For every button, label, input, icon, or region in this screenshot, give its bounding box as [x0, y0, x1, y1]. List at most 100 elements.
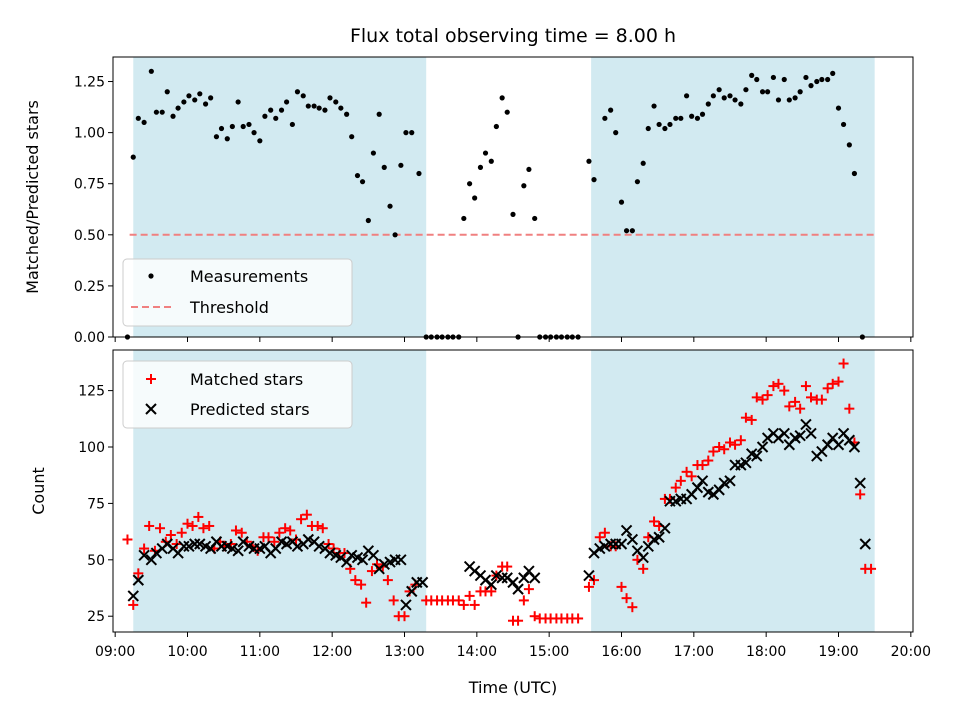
matched-star-marker — [594, 532, 605, 543]
predicted-star-marker — [691, 481, 704, 494]
predicted-marker-b — [848, 441, 861, 453]
plot-frame-top — [112, 56, 914, 338]
measurement-point — [472, 195, 478, 201]
predicted-marker-b — [189, 538, 201, 550]
predicted-marker-b — [132, 574, 145, 586]
predicted-star-marker — [800, 418, 812, 431]
predicted-marker-b — [226, 542, 239, 555]
matched-star-marker — [182, 518, 193, 529]
predicted-star-marker — [740, 457, 752, 469]
predicted-star-marker — [416, 576, 429, 589]
bottom-panel: 25 50 75 100 125 09:00 10:00 11:00 12:00 13:00 14:… — [29, 349, 931, 660]
plot-frame-bottom — [112, 349, 914, 633]
matched-star-marker — [453, 595, 464, 606]
predicted-marker-b — [778, 427, 790, 440]
measurement-point — [754, 76, 760, 83]
measurement-point — [354, 172, 361, 179]
predicted-marker-b — [199, 540, 212, 552]
measurement-point — [689, 113, 695, 119]
predicted-marker-b — [324, 547, 336, 559]
figure-title: Flux total observing time = 8.00 h — [350, 25, 676, 47]
x-tick-label: 20:00 — [891, 644, 931, 660]
y-tick-label: 100 — [78, 440, 105, 456]
measurement-point — [721, 95, 727, 101]
matched-star-marker — [269, 536, 280, 547]
x-tick-label: 10:00 — [167, 644, 207, 660]
measurement-point — [645, 125, 651, 132]
measurement-point — [224, 136, 230, 142]
matched-star-marker — [122, 534, 133, 545]
y-axis-label: Matched/Predicted stars — [23, 100, 42, 294]
predicted-marker-b — [468, 565, 481, 577]
predicted-marker-b — [330, 549, 342, 562]
matched-star-marker — [708, 446, 719, 457]
measurement-point — [461, 215, 467, 222]
measurement-point — [333, 99, 339, 105]
measurement-point — [262, 113, 268, 119]
measurement-point — [130, 154, 136, 160]
predicted-marker-b — [340, 556, 353, 568]
predicted-marker-b — [356, 554, 369, 566]
matched-star-marker — [649, 516, 660, 527]
predicted-marker-b — [854, 477, 866, 489]
x-tick-label: 11:00 — [240, 644, 280, 660]
measurement-point — [170, 113, 176, 119]
measurement-point — [808, 83, 814, 89]
measurement-point — [365, 217, 371, 224]
x-tick-label: 12:00 — [312, 644, 352, 660]
matched-star-marker — [301, 509, 312, 520]
predicted-marker-b — [794, 430, 806, 442]
matched-star-marker — [816, 394, 827, 405]
predicted-star-marker — [615, 538, 628, 550]
measurement-point — [294, 89, 301, 95]
measurement-point — [743, 87, 749, 93]
measurement-point — [608, 107, 614, 113]
legend-top: Measurements Threshold — [122, 258, 353, 327]
measurement-point — [381, 164, 387, 170]
predicted-star-marker — [340, 556, 353, 568]
predicted-star-marker — [848, 441, 861, 453]
predicted-marker-b — [178, 540, 190, 552]
measurement-point — [662, 125, 668, 132]
predicted-marker-b — [127, 590, 139, 602]
predicted-marker-b — [259, 540, 271, 552]
predicted-marker-b — [740, 457, 752, 469]
measurement-point — [510, 211, 516, 217]
measurement-point — [835, 105, 842, 111]
predicted-star-marker — [626, 533, 639, 546]
measurement-point — [770, 74, 776, 81]
matched-star-marker — [795, 403, 806, 414]
matched-star-marker — [204, 520, 215, 531]
predicted-star-marker — [713, 484, 725, 496]
measurement-point — [521, 183, 527, 189]
measurement-point — [175, 105, 181, 111]
measurement-point — [493, 123, 499, 130]
matched-star-marker — [312, 520, 323, 531]
predicted-star-marker — [518, 572, 530, 584]
matched-star-marker — [768, 381, 779, 392]
measurement-point — [141, 119, 147, 126]
measurement-point — [602, 115, 608, 121]
measurement-point — [409, 130, 415, 136]
measurement-point — [613, 130, 619, 136]
matched-star-marker — [187, 520, 198, 531]
y-tick-label: 75 — [87, 496, 105, 512]
predicted-star-marker — [659, 522, 671, 534]
measurement-point — [825, 76, 831, 83]
measurement-point — [316, 105, 322, 111]
predicted-marker-b — [691, 481, 704, 494]
measurement-point — [803, 74, 809, 81]
predicted-marker-b — [496, 572, 508, 584]
measurement-point — [830, 70, 836, 76]
measurement-point — [678, 115, 684, 121]
y-tick-label: 1.25 — [74, 75, 105, 91]
predicted-star-marker — [832, 439, 845, 451]
matched-star-marker — [502, 561, 513, 572]
predicted-marker-b — [138, 549, 150, 562]
measurement-point — [392, 232, 398, 238]
predicted-marker-b — [604, 538, 617, 550]
measurement-point — [786, 97, 792, 103]
measurement-point — [192, 97, 198, 103]
matched-star-marker — [280, 523, 291, 534]
y-tick-label: 0.25 — [74, 279, 105, 295]
